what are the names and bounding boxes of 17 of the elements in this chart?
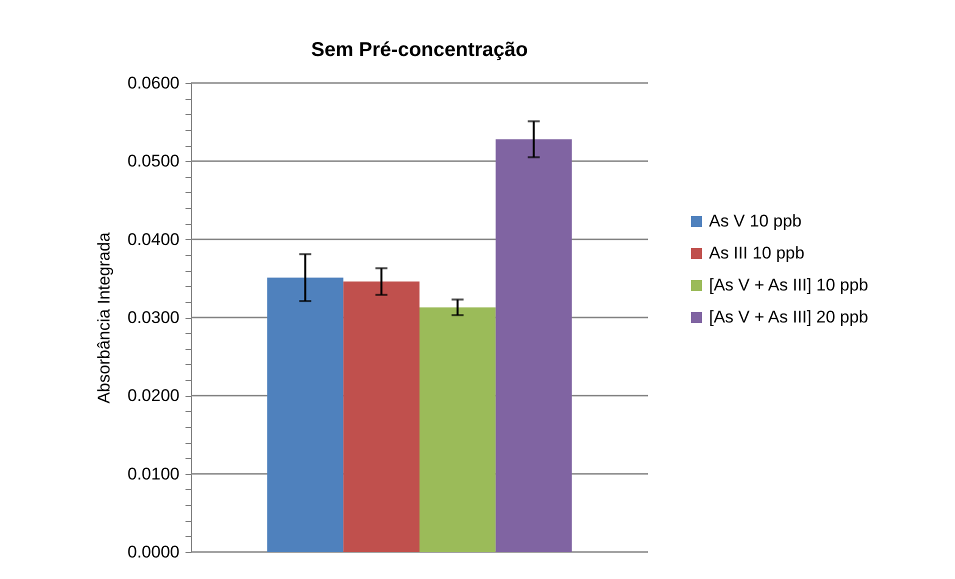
- y-tick-label: 0.0100: [128, 464, 180, 484]
- legend-label: As III 10 ppb: [709, 244, 804, 262]
- bar: [267, 278, 344, 552]
- y-tick-label: 0.0500: [128, 152, 180, 171]
- bar: [343, 282, 420, 552]
- bar: [420, 307, 496, 552]
- text: 0.0000: [128, 542, 180, 562]
- y-axis-title: Absorbância Integrada: [94, 232, 114, 404]
- bar: [496, 139, 572, 552]
- legend-label: [As V + As III] 20 ppb: [709, 308, 868, 326]
- legend-label: [As V + As III] 10 ppb: [709, 276, 868, 294]
- chart-title: Sem Pré-concentração: [311, 39, 528, 61]
- y-tick-label: 0.0600: [128, 74, 180, 92]
- y-tick-label: 0.0200: [128, 386, 180, 406]
- legend-label: As V 10 ppb: [709, 212, 802, 230]
- y-tick-label: 0.0400: [128, 230, 180, 249]
- y-tick-label: 0.0300: [128, 308, 180, 327]
